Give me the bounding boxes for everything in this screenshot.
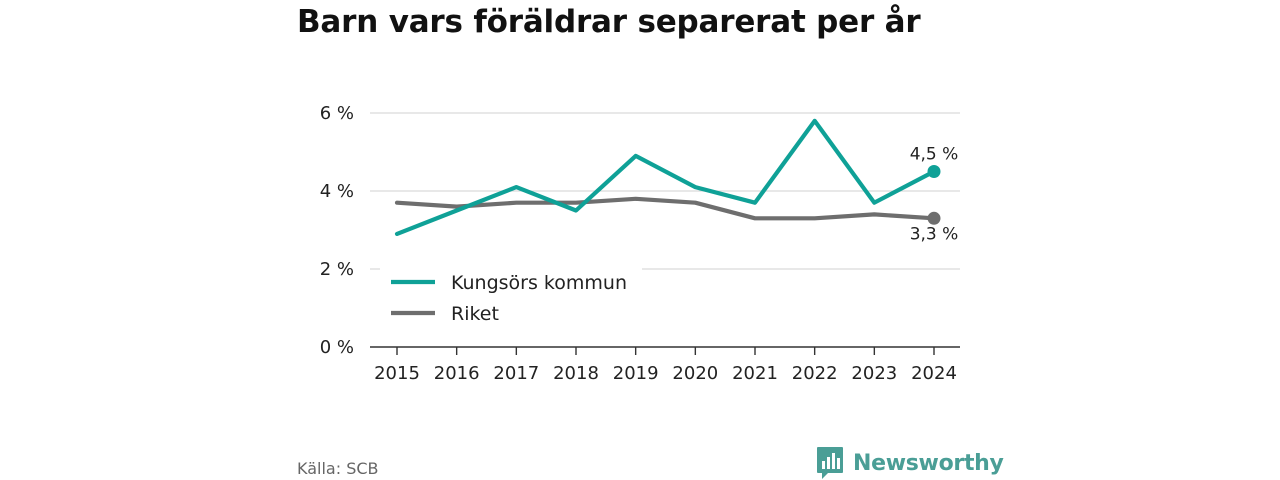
y-tick-label: 2 % bbox=[320, 259, 354, 280]
series-line bbox=[394, 196, 937, 221]
brand-name: Newsworthy bbox=[853, 450, 1004, 476]
newsworthy-logo: Newsworthy bbox=[816, 446, 1004, 480]
y-tick-label: 4 % bbox=[320, 181, 354, 202]
chart-title: Barn vars föräldrar separerat per år bbox=[297, 4, 921, 40]
x-tick-label: 2018 bbox=[553, 363, 599, 384]
x-tick-label: 2024 bbox=[911, 363, 957, 384]
x-tick-label: 2023 bbox=[851, 363, 897, 384]
series-end-marker bbox=[927, 165, 941, 178]
x-tick-label: 2016 bbox=[434, 363, 480, 384]
legend-background bbox=[380, 262, 642, 330]
y-tick-label: 6 % bbox=[320, 103, 354, 124]
x-tick-label: 2022 bbox=[792, 363, 838, 384]
newsworthy-chart-icon bbox=[817, 447, 843, 479]
series-end-label: 3,3 % bbox=[910, 224, 959, 244]
source-note: Källa: SCB bbox=[297, 459, 379, 478]
x-axis: 2015 2016 2017 2018 2019 2020 2021 2022 2023 2024 bbox=[370, 346, 960, 384]
grid-lines bbox=[370, 112, 960, 270]
x-tick-label: 2021 bbox=[732, 363, 778, 384]
series-end-label: 4,5 % bbox=[910, 145, 959, 165]
x-tick-label: 2017 bbox=[493, 363, 539, 384]
series-line bbox=[394, 118, 937, 236]
y-axis-ticks: 0 % 2 % 4 % 6 % bbox=[320, 103, 354, 358]
series-lines bbox=[394, 118, 937, 236]
x-tick-label: 2015 bbox=[374, 363, 420, 384]
series-end-marker bbox=[927, 211, 941, 225]
legend: Kungsörs kommun Riket bbox=[391, 272, 627, 325]
y-tick-label: 0 % bbox=[320, 337, 354, 358]
x-tick-label: 2020 bbox=[672, 363, 718, 384]
end-labels: 4,5 % 3,3 % bbox=[910, 145, 959, 245]
legend-label: Kungsörs kommun bbox=[451, 272, 627, 294]
x-tick-label: 2019 bbox=[613, 363, 659, 384]
legend-label: Riket bbox=[451, 303, 499, 325]
